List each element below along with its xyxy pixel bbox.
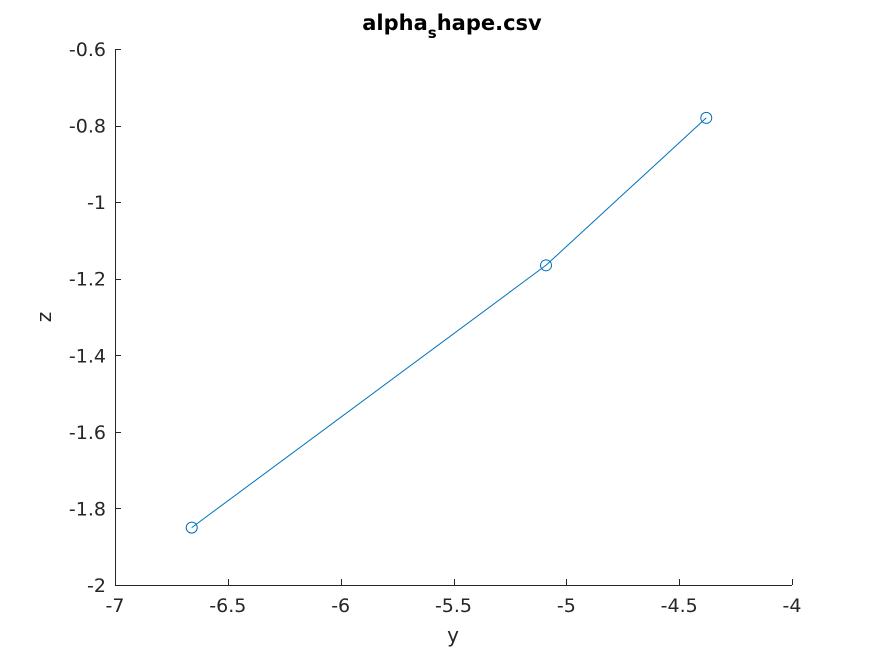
plot-area [185, 111, 713, 534]
x-tick-label: -7 [106, 595, 125, 617]
axes: -7 -6.5 -6 -5.5 -5 -4.5 -4 -2 -1.8 -1.6 -1.4 -1.2 -1… [69, 39, 802, 617]
y-tick-label: -1.8 [69, 498, 106, 520]
chart-title: alphashape.csv [362, 11, 542, 42]
y-tick-label: -1.4 [69, 345, 106, 367]
x-tick-label: -4 [783, 595, 802, 617]
y-tick-label: -2 [87, 575, 106, 597]
y-tick-label: -0.8 [69, 116, 106, 138]
x-tick-label: -6 [331, 595, 350, 617]
x-tick-label: -5 [557, 595, 576, 617]
x-tick-label: -4.5 [661, 595, 698, 617]
y-tick-label: -1 [87, 192, 106, 214]
data-point-marker [700, 111, 713, 124]
series-line [191, 117, 707, 529]
y-tick-label: -1.2 [69, 269, 106, 291]
x-axis-label: y [447, 623, 459, 647]
y-tick-label: -0.6 [69, 39, 106, 61]
data-point-marker [540, 259, 553, 272]
x-tick-label: -5.5 [435, 595, 472, 617]
data-point-marker [185, 521, 198, 534]
y-tick-label: -1.6 [69, 422, 106, 444]
y-axis-label: z [32, 312, 56, 323]
x-tick-label: -6.5 [209, 595, 246, 617]
